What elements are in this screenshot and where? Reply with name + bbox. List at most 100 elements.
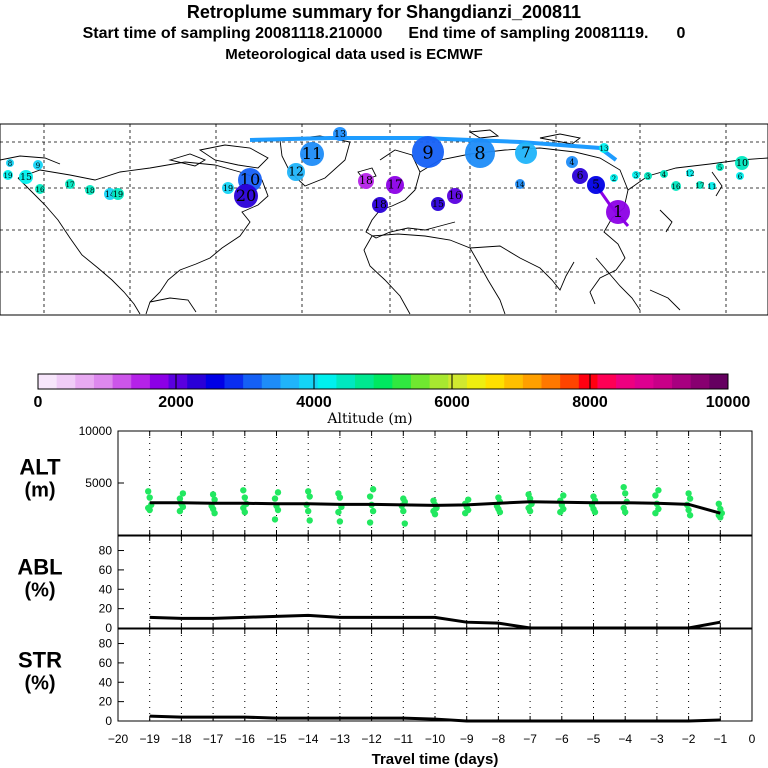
plume-marker	[465, 138, 495, 168]
x-tick-label: −2	[682, 732, 696, 746]
x-tick-label: −13	[330, 732, 351, 746]
x-tick-label: −8	[492, 732, 506, 746]
end-time-suffix: 0	[676, 25, 686, 42]
abl-series-line	[149, 613, 721, 630]
altitude-point	[176, 507, 184, 515]
plume-marker-label: 17	[696, 182, 705, 190]
colorbar-swatch	[634, 374, 654, 389]
plume-marker	[412, 136, 444, 168]
altitude-point	[335, 508, 342, 516]
colorbar-swatch	[709, 374, 729, 389]
met-data-label: Meteorological data used is ECMWF	[225, 46, 483, 63]
altitude-point	[652, 492, 659, 499]
x-tick-label: −4	[618, 732, 632, 746]
x-tick-label: −19	[140, 732, 161, 746]
colorbar-swatch	[56, 374, 76, 389]
plume-marker-label: 19	[4, 172, 13, 180]
altitude-point	[557, 508, 564, 516]
colorbar-swatch	[149, 374, 170, 389]
altitude-point	[145, 488, 152, 495]
plume-marker-label: 3	[646, 173, 650, 181]
plume-marker	[35, 184, 45, 194]
x-tick-label: −20	[108, 732, 129, 746]
x-tick-label: −6	[555, 732, 569, 746]
plume-marker-label: 2	[612, 175, 616, 183]
altitude-point	[240, 487, 247, 494]
panel-ylabel: ABL	[17, 555, 62, 580]
colorbar-swatch	[205, 374, 225, 389]
plot-title: Retroplume summary for Shangdianzi_20081…	[186, 2, 582, 22]
altitude-point	[271, 495, 279, 502]
altitude-point	[462, 509, 469, 517]
plume-marker	[333, 127, 347, 141]
altitude-point	[622, 490, 629, 497]
plume-marker	[735, 156, 749, 170]
plume-marker	[300, 142, 324, 166]
plume-marker	[447, 188, 463, 204]
abl-panel: 0 20 40 60 80 ABL(%)	[17, 535, 753, 635]
plume-marker-label: 17	[387, 178, 402, 192]
plume-marker	[671, 181, 681, 191]
y-tick-label: 80	[99, 544, 113, 558]
colorbar-swatch	[38, 374, 58, 389]
plume-marker-label: 10	[240, 170, 261, 189]
colorbar-swatch	[597, 374, 617, 389]
x-tick-label: −5	[587, 732, 601, 746]
plume-marker-label: 3	[634, 172, 638, 180]
plume-marker-label: 5	[718, 164, 722, 172]
y-tick-label: 5000	[85, 476, 112, 490]
x-tick-label: −11	[394, 732, 414, 746]
colorbar-swatch	[187, 374, 207, 389]
colorbar-tick-label: 6000	[434, 394, 470, 411]
plume-marker-label: 18	[373, 198, 387, 211]
colorbar-tick-label: 0	[34, 394, 43, 411]
y-tick-label: 0	[105, 714, 112, 728]
altitude-point	[685, 506, 692, 514]
colorbar-swatch	[410, 374, 431, 389]
map-gridlines	[0, 124, 768, 315]
plume-marker	[358, 173, 374, 189]
colorbar-tick-label: 4000	[296, 394, 332, 411]
plume-marker	[644, 172, 652, 180]
plume-marker	[736, 172, 744, 180]
plume-marker-label: 14	[516, 181, 525, 189]
colorbar-swatch	[392, 374, 412, 389]
colorbar-title: Altitude (m)	[326, 411, 412, 427]
plume-marker-label: 19	[223, 183, 233, 193]
plume-marker	[515, 179, 525, 189]
altitude-point	[526, 495, 534, 502]
altitude-point	[241, 494, 248, 501]
plume-marker	[85, 185, 95, 195]
alt-panel: 5000 10000 ALT(m)	[19, 424, 753, 536]
x-tick-label: −9	[460, 732, 474, 746]
plume-marker-label: 4	[569, 157, 574, 167]
plume-marker	[566, 156, 578, 168]
y-tick-label: 60	[99, 656, 113, 670]
altitude-point	[526, 507, 534, 515]
altitude-point	[685, 490, 692, 497]
altitude-point	[715, 500, 722, 507]
plume-marker-label: 18	[359, 174, 373, 187]
colorbar-swatch	[317, 374, 337, 389]
plume-marker	[33, 160, 43, 170]
plume-marker-label: 11	[708, 183, 717, 191]
start-time-label: Start time of sampling 20081118.210000	[82, 25, 383, 42]
x-tick-label: −7	[523, 732, 537, 746]
colorbar-swatch	[541, 374, 561, 389]
colorbar-swatch	[243, 374, 263, 389]
y-tick-label: 60	[99, 563, 113, 577]
plume-marker-label: 20	[236, 186, 257, 205]
altitude-point	[336, 518, 344, 525]
plume-marker	[386, 176, 404, 194]
colorbar-swatch	[355, 374, 375, 389]
panel-ylabel: (%)	[24, 673, 55, 695]
altitude-point	[274, 489, 282, 496]
plume-marker-label: 6	[738, 173, 743, 181]
plume-marker	[222, 182, 234, 194]
plume-marker-label: 1	[613, 202, 623, 221]
plume-marker	[599, 143, 609, 153]
altitude-point	[209, 491, 217, 498]
plume-marker-label: 5	[592, 178, 600, 192]
colorbar-swatch	[522, 374, 543, 389]
altitude-point	[369, 507, 377, 515]
